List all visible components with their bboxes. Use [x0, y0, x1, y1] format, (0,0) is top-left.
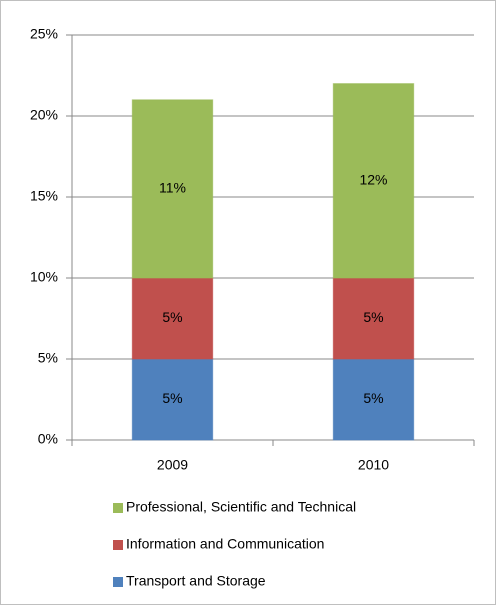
bar-segment	[131, 99, 214, 279]
y-tick-label: 0%	[38, 431, 58, 447]
legend-swatch	[113, 503, 123, 513]
x-tick-label: 2009	[157, 457, 188, 473]
bar-segment	[332, 358, 415, 441]
legend-label: Information and Communication	[126, 536, 324, 552]
data-label: 5%	[363, 390, 383, 406]
bar-segment	[131, 277, 214, 360]
y-tick-label: 25%	[30, 26, 58, 42]
legend-swatch	[113, 577, 123, 587]
data-label: 12%	[359, 172, 387, 188]
data-label: 5%	[162, 309, 182, 325]
data-label: 5%	[363, 309, 383, 325]
y-tick-label: 10%	[30, 269, 58, 285]
legend-swatch	[113, 540, 123, 550]
x-tick-label: 2010	[358, 457, 389, 473]
data-label: 11%	[159, 180, 186, 196]
y-tick-label: 20%	[30, 107, 58, 123]
y-tick-label: 15%	[30, 188, 58, 204]
y-tick-label: 5%	[38, 350, 58, 366]
bar-segment	[332, 83, 415, 279]
legend-label: Transport and Storage	[126, 573, 266, 589]
data-label: 5%	[162, 390, 182, 406]
bar-segment	[332, 277, 415, 360]
legend-label: Professional, Scientific and Technical	[126, 499, 356, 515]
bar-segment	[131, 358, 214, 441]
